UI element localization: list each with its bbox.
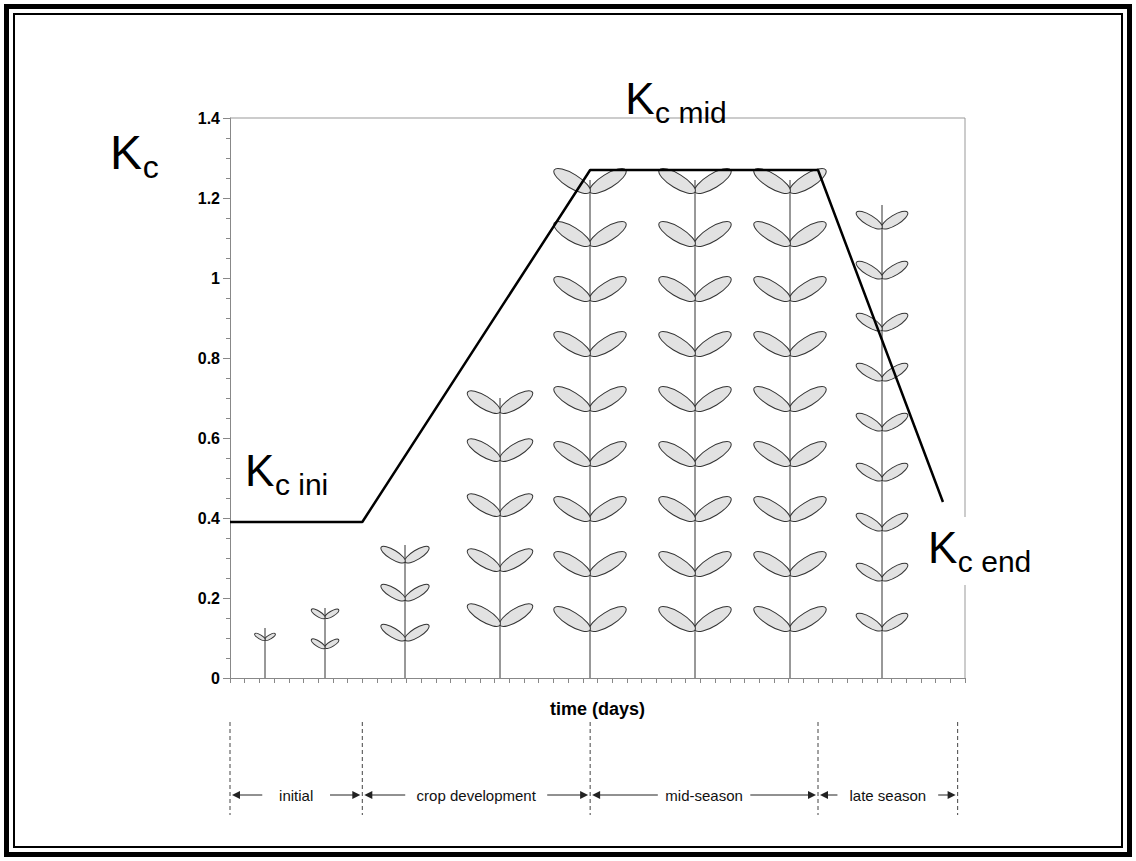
svg-text:mid-season: mid-season	[665, 787, 743, 804]
svg-text:0.2: 0.2	[198, 590, 220, 607]
svg-text:1: 1	[211, 270, 220, 287]
svg-text:crop development: crop development	[417, 787, 537, 804]
svg-text:1.4: 1.4	[198, 110, 220, 127]
svg-text:c end: c end	[958, 545, 1031, 578]
svg-text:late season: late season	[849, 787, 926, 804]
svg-text:1.2: 1.2	[198, 190, 220, 207]
svg-text:c: c	[143, 149, 159, 185]
svg-text:c ini: c ini	[275, 468, 328, 501]
svg-text:0: 0	[211, 670, 220, 687]
svg-text:K: K	[625, 74, 654, 123]
svg-text:time (days): time (days)	[550, 699, 645, 719]
svg-text:K: K	[245, 446, 274, 495]
svg-text:0.4: 0.4	[198, 510, 220, 527]
svg-text:0.8: 0.8	[198, 350, 220, 367]
svg-text:c mid: c mid	[655, 96, 727, 129]
svg-text:K: K	[928, 523, 957, 572]
svg-text:0.6: 0.6	[198, 430, 220, 447]
svg-text:initial: initial	[279, 787, 313, 804]
svg-text:K: K	[110, 126, 142, 179]
